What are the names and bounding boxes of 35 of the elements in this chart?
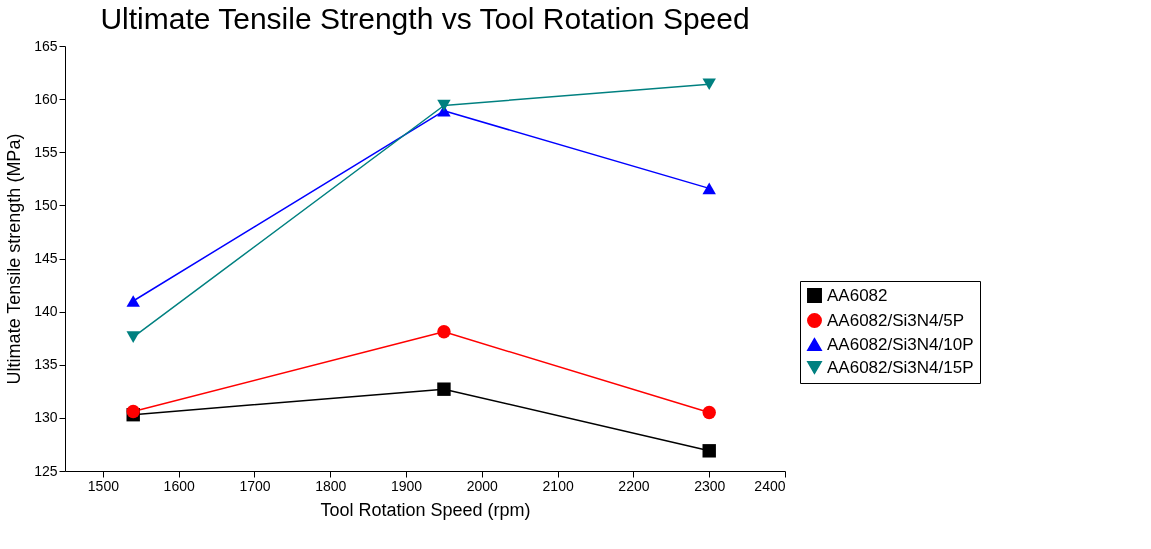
x-tick-label: 1600 bbox=[163, 477, 195, 494]
point bbox=[437, 382, 451, 396]
legend-label: AA6082/Si3N4/5P bbox=[827, 310, 965, 330]
y-tick-label: 145 bbox=[34, 250, 58, 266]
y-tick-label: 165 bbox=[34, 37, 58, 54]
point bbox=[437, 325, 451, 339]
chart-title: Ultimate Tensile Strength vs Tool Rotation Speed bbox=[100, 2, 750, 35]
y-tick-label: 135 bbox=[34, 356, 58, 373]
y-tick-label: 140 bbox=[34, 303, 58, 320]
y-tick-label: 150 bbox=[34, 196, 58, 213]
point bbox=[702, 405, 716, 420]
point bbox=[702, 444, 716, 458]
legend-label: AA6082 bbox=[827, 285, 888, 305]
y-tick-label: 160 bbox=[34, 90, 58, 107]
point bbox=[126, 331, 140, 343]
x-tick-label: 1900 bbox=[390, 477, 423, 494]
y-tick-label: 125 bbox=[34, 462, 58, 479]
x-tick-label: 2000 bbox=[466, 477, 499, 494]
point bbox=[702, 78, 716, 91]
legend-label: AA6082/Si3N4/15P bbox=[827, 357, 974, 377]
y-tick-label: 130 bbox=[34, 409, 58, 426]
point bbox=[437, 99, 451, 112]
x-tick-label: 2100 bbox=[542, 477, 574, 494]
point bbox=[702, 182, 716, 195]
point bbox=[126, 295, 140, 307]
x-tick-label: 1800 bbox=[315, 477, 347, 494]
y-axis-title: Ultimate Tensile strength (MPa) bbox=[4, 133, 25, 385]
legend-label: AA6082/Si3N4/10P bbox=[827, 334, 974, 354]
x-tick-label: 2400 bbox=[754, 477, 786, 494]
x-tick-label: 2200 bbox=[618, 477, 650, 494]
x-tick-label: 1700 bbox=[239, 477, 271, 494]
y-tick-label: 155 bbox=[34, 143, 58, 160]
x-tick-label: 1500 bbox=[87, 477, 120, 494]
x-axis-title: Tool Rotation Speed (rpm) bbox=[320, 499, 531, 520]
x-tick-label: 2300 bbox=[694, 477, 726, 494]
